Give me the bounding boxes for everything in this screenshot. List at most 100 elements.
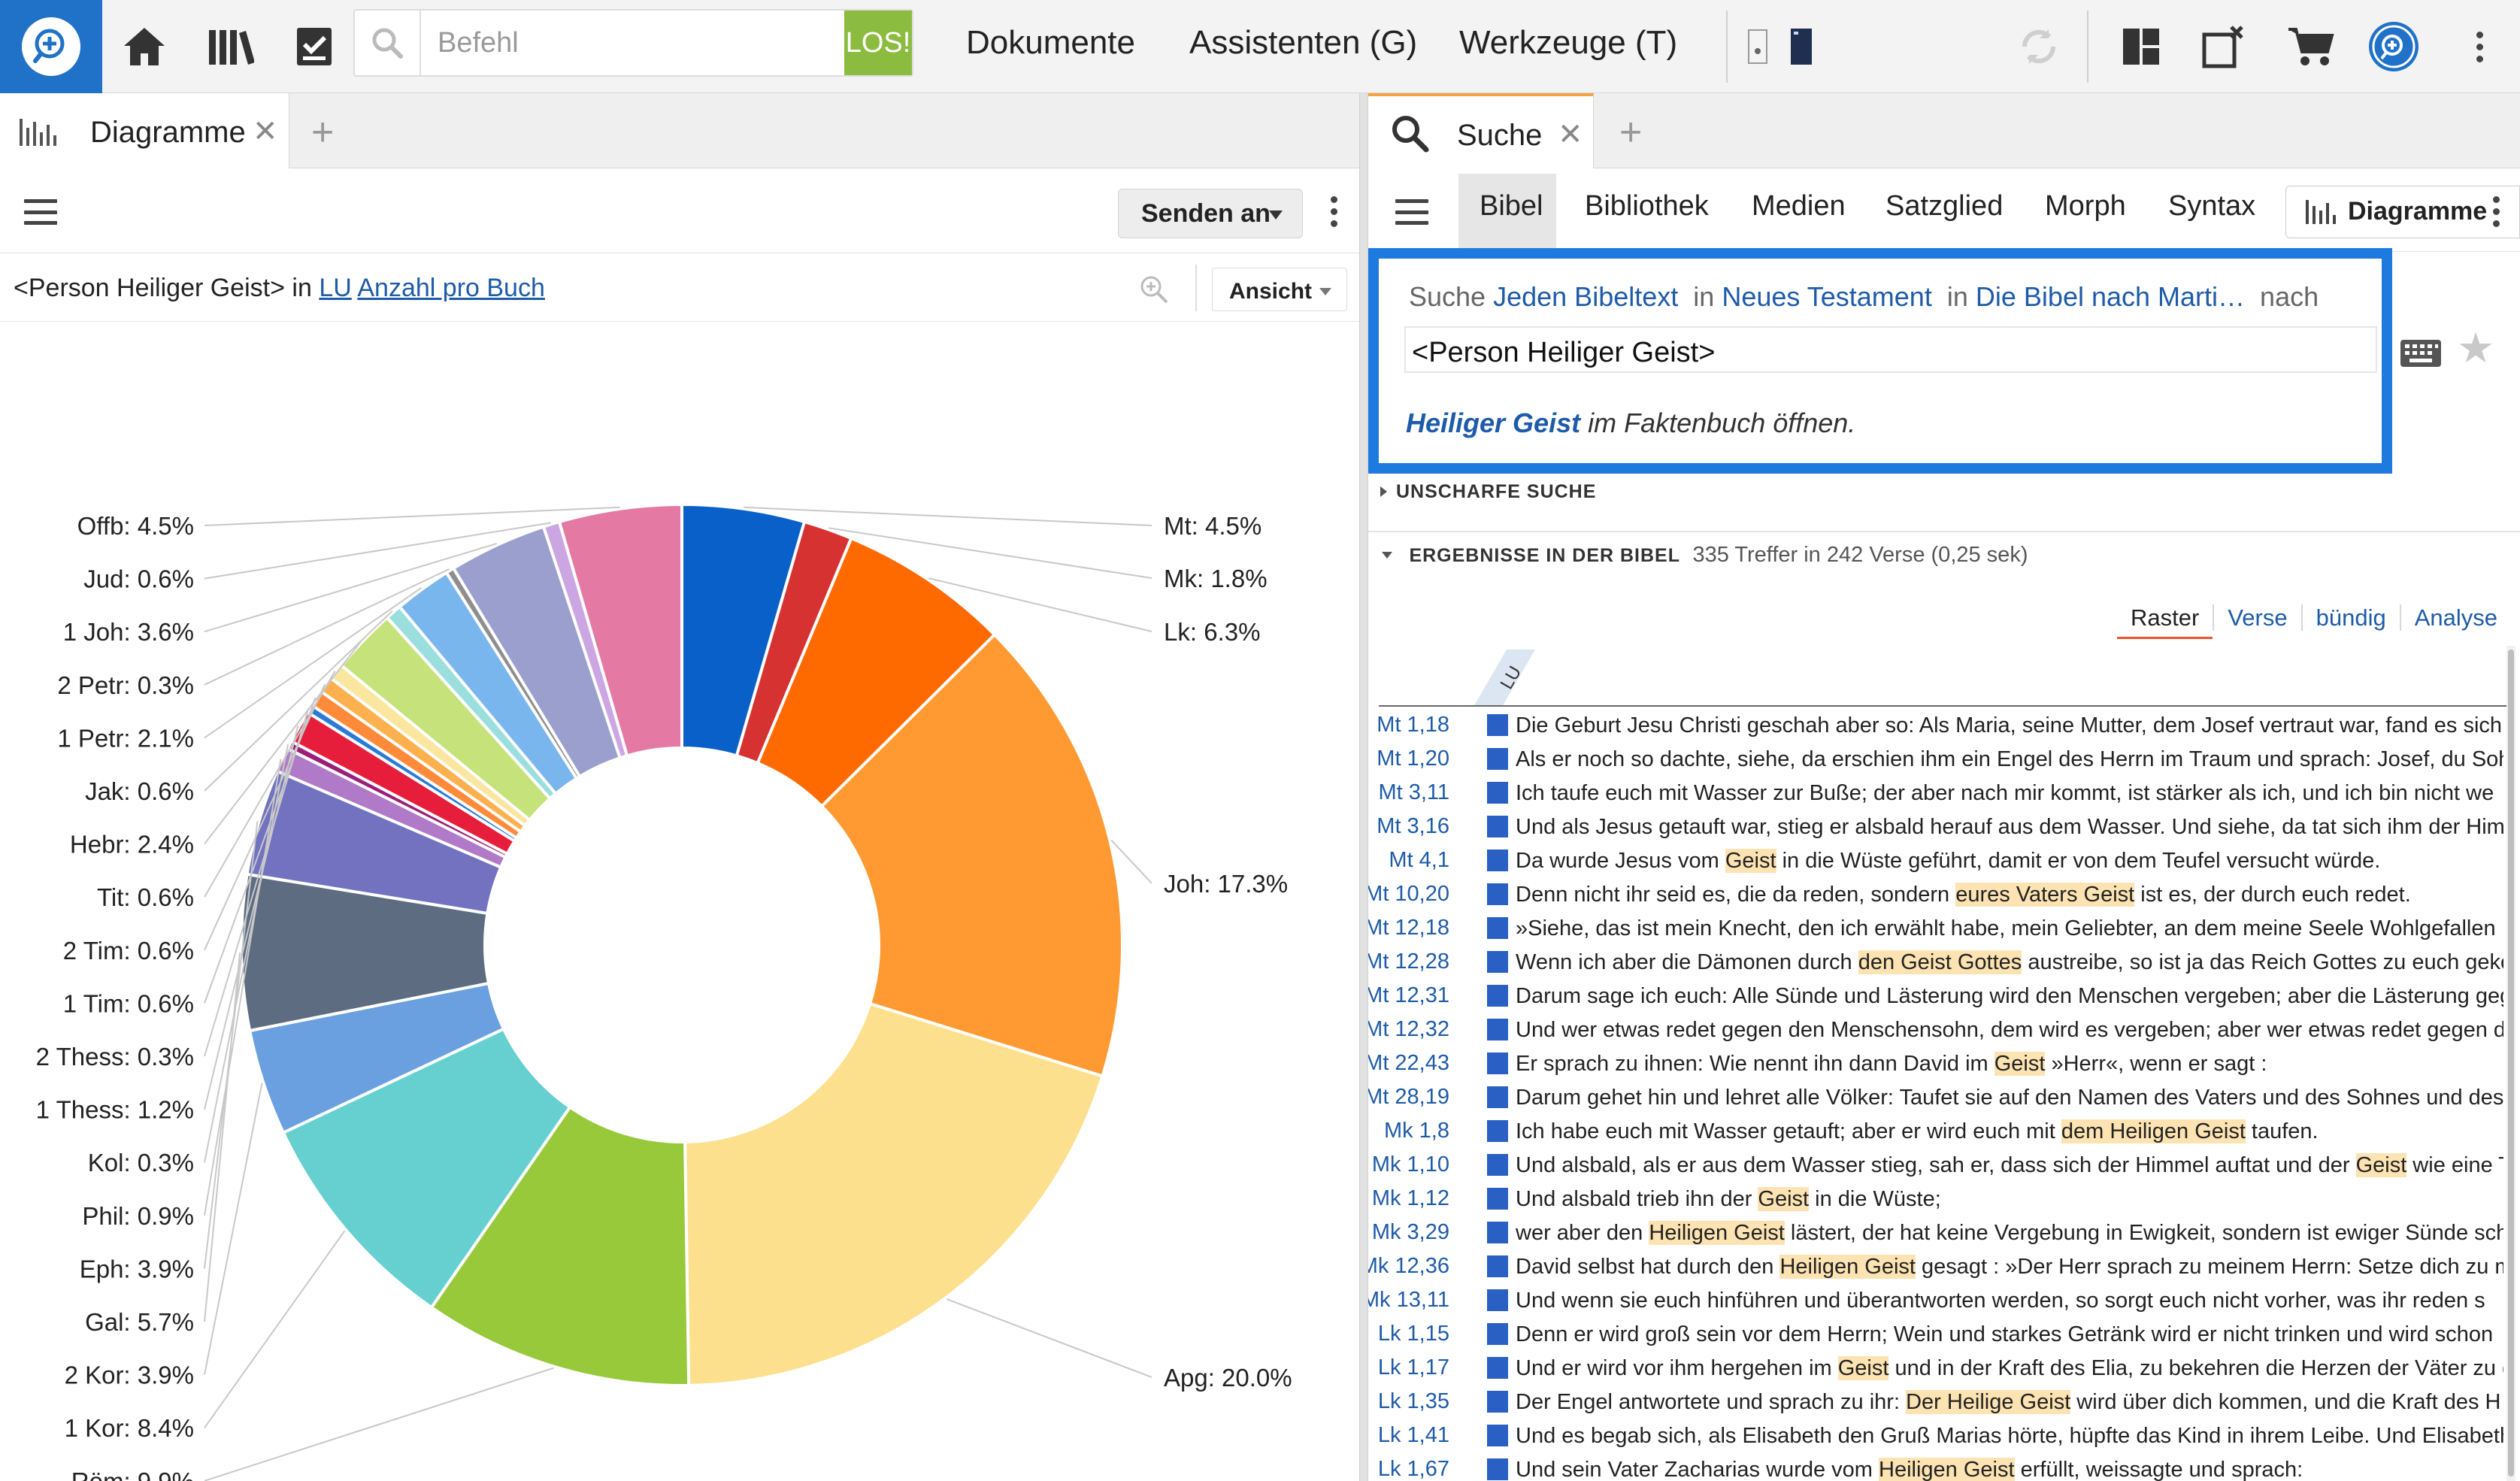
menu-dokumente[interactable]: Dokumente [966, 24, 1136, 61]
view-raster[interactable]: Raster [2117, 604, 2213, 639]
diagram-button[interactable]: Diagramme [2285, 186, 2520, 238]
tab-medien[interactable]: Medien [1752, 190, 1846, 222]
library-icon[interactable] [200, 17, 260, 77]
tab-syntax[interactable]: Syntax [2168, 190, 2256, 222]
verse-ref-link[interactable]: Mk 13,11 [1368, 1288, 1449, 1312]
verse-text[interactable]: Und wer etwas redet gegen den Menschenso… [1516, 1018, 2503, 1042]
result-row[interactable]: Mk 12,36 David selbst hat durch den Heili… [1368, 1249, 2503, 1283]
result-row[interactable]: Mt 1,18 Die Geburt Jesu Christi geschah a… [1368, 708, 2503, 742]
verse-text[interactable]: Darum sage ich euch: Alle Sünde und Läst… [1516, 984, 2503, 1008]
verse-ref-link[interactable]: Mt 12,31 [1368, 983, 1449, 1007]
home-icon[interactable] [114, 17, 174, 77]
pie-slice-röm[interactable] [429, 1104, 691, 1387]
verse-text[interactable]: Wenn ich aber die Dämonen durch den Geis… [1516, 950, 2503, 974]
verse-text[interactable]: Und alsbald, als er aus dem Wasser stieg… [1516, 1153, 2503, 1177]
verse-ref-link[interactable]: Mt 1,20 [1377, 747, 1449, 771]
result-row[interactable]: Mt 22,43 Er sprach zu ihnen: Wie nennt ih… [1368, 1046, 2503, 1080]
search-hit-highlight[interactable]: Heiligen Geist [1879, 1458, 2015, 1481]
close-icon[interactable]: ✕ [1558, 118, 1583, 151]
verse-text[interactable]: »Siehe, das ist mein Knecht, den ich erw… [1516, 916, 2496, 940]
view-analyse[interactable]: Analyse [2399, 604, 2511, 631]
verse-text[interactable]: Darum gehet hin und lehret alle Völker: … [1516, 1086, 2503, 1110]
view-buendig[interactable]: bündig [2300, 604, 2400, 631]
verse-text[interactable]: Und es begab sich, als Elisabeth den Gru… [1516, 1424, 2503, 1448]
search-hit-highlight[interactable]: Geist [1837, 1356, 1889, 1380]
mini-document-icon[interactable] [1743, 17, 1773, 77]
go-button[interactable]: LOS! [844, 11, 912, 75]
result-row[interactable]: Lk 1,41 Und es begab sich, als Elisabeth … [1368, 1419, 2503, 1452]
search-hit-highlight[interactable]: eures Vaters Geist [1955, 883, 2135, 907]
result-row[interactable]: Mt 12,18 »Siehe, das ist mein Knecht, den… [1368, 911, 2503, 945]
search-hit-highlight[interactable]: Geist [1994, 1052, 2046, 1076]
pie-slice-apg[interactable] [683, 1001, 1104, 1387]
result-row[interactable]: Lk 1,17 Und er wird vor ihm hergehen im G… [1368, 1351, 2503, 1385]
verse-text[interactable]: Der Engel antwortete und sprach zu ihr: … [1516, 1390, 2501, 1414]
verse-text[interactable]: Denn nicht ihr seid es, die da reden, so… [1516, 883, 2411, 907]
tab-bibel[interactable]: Bibel [1480, 190, 1543, 222]
verse-ref-link[interactable]: Lk 1,41 [1377, 1423, 1449, 1447]
menu-assistenten[interactable]: Assistenten (G) [1189, 24, 1418, 61]
star-icon[interactable]: ★ [2457, 324, 2495, 371]
result-row[interactable]: Mt 12,28 Wenn ich aber die Dämonen durch … [1368, 945, 2503, 979]
verse-text[interactable]: Ich habe euch mit Wasser getauft; aber e… [1516, 1119, 2319, 1143]
scope-link[interactable]: Jeden Bibeltext [1493, 281, 1679, 312]
verse-ref-link[interactable]: Mk 3,29 [1371, 1220, 1449, 1244]
tab-satzglied[interactable]: Satzglied [1885, 190, 2004, 222]
result-row[interactable]: Mt 12,31 Darum sage ich euch: Alle Sünde … [1368, 979, 2503, 1013]
verse-ref-link[interactable]: Mk 1,8 [1383, 1119, 1449, 1143]
verse-text[interactable]: Und er wird vor ihm hergehen im Geist un… [1516, 1356, 2503, 1380]
result-row[interactable]: Lk 1,35 Der Engel antwortete und sprach z… [1368, 1385, 2503, 1419]
more-menu-icon[interactable] [2449, 17, 2509, 77]
verse-ref-link[interactable]: Mt 22,43 [1368, 1051, 1449, 1075]
results-header[interactable]: ERGEBNISSE IN DER BIBEL 335 Treffer in 2… [1382, 543, 2028, 568]
result-row[interactable]: Mt 4,1 Da wurde Jesus vom Geist in die Wü… [1368, 843, 2503, 877]
result-row[interactable]: Mk 13,11 Und wenn sie euch hinführen und … [1368, 1283, 2503, 1317]
verse-ref-link[interactable]: Lk 1,67 [1377, 1457, 1449, 1481]
verse-text[interactable]: Und als Jesus getauft war, stieg er alsb… [1516, 815, 2503, 839]
search-query-input[interactable]: <Person Heiliger Geist> [1404, 326, 2377, 373]
result-row[interactable]: Mk 1,12 Und alsbald trieb ihn der Geist i… [1368, 1182, 2503, 1216]
verse-ref-link[interactable]: Lk 1,15 [1377, 1322, 1449, 1346]
result-row[interactable]: Lk 1,15 Denn er wird groß sein vor dem He… [1368, 1317, 2503, 1351]
hamburger-menu-icon[interactable] [24, 199, 57, 225]
result-row[interactable]: Mt 3,16 Und als Jesus getauft war, stieg … [1368, 810, 2503, 843]
panel-more-icon[interactable] [2493, 196, 2500, 227]
logos-logo[interactable] [0, 0, 102, 93]
search-hit-highlight[interactable]: dem Heiligen Geist [2061, 1119, 2246, 1143]
verse-ref-link[interactable]: Mk 1,12 [1371, 1186, 1449, 1210]
verse-ref-link[interactable]: Mk 1,10 [1371, 1152, 1449, 1177]
pie-slice-1-kor[interactable] [281, 1026, 572, 1310]
factbook-suggestion[interactable]: Heiliger Geist im Faktenbuch öffnen. [1406, 407, 1855, 439]
mode-link[interactable]: Anzahl pro Buch [357, 274, 545, 302]
verse-text[interactable]: Ich taufe euch mit Wasser zur Buße; der … [1516, 781, 2494, 805]
search-hit-highlight[interactable]: Der Heilige Geist [1906, 1390, 2071, 1414]
verse-ref-link[interactable]: Mt 3,11 [1378, 780, 1449, 804]
tab-suche[interactable]: Suche ✕ [1368, 93, 1594, 168]
verse-ref-link[interactable]: Mt 28,19 [1368, 1085, 1449, 1109]
close-icon[interactable]: ✕ [253, 115, 278, 148]
layout-icon[interactable] [2111, 17, 2171, 77]
verse-ref-link[interactable]: Mt 1,18 [1377, 713, 1449, 737]
command-input[interactable] [438, 24, 813, 62]
range-link[interactable]: Neues Testament [1722, 281, 1932, 312]
checklist-icon[interactable] [284, 17, 344, 77]
add-tab-icon[interactable]: + [311, 111, 335, 154]
search-hit-highlight[interactable]: Geist [1725, 849, 1776, 873]
keyboard-icon[interactable] [2392, 332, 2449, 374]
result-row[interactable]: Mt 1,20 Als er noch so dachte, siehe, da … [1368, 742, 2503, 776]
send-to-button[interactable]: Senden an [1118, 189, 1303, 238]
pie-slice-offb[interactable] [557, 502, 683, 758]
panel-splitter[interactable] [1359, 93, 1368, 1481]
verse-ref-link[interactable]: Mt 12,32 [1368, 1017, 1449, 1041]
sync-icon[interactable] [2009, 17, 2069, 77]
verse-text[interactable]: Er sprach zu ihnen: Wie nennt ihn dann D… [1516, 1052, 2267, 1076]
verse-text[interactable]: wer aber den Heiligen Geist lästert, der… [1516, 1221, 2503, 1245]
tab-bibliothek[interactable]: Bibliothek [1585, 190, 1709, 222]
hamburger-menu-icon[interactable] [1395, 199, 1428, 225]
verse-ref-link[interactable]: Mt 12,18 [1368, 916, 1449, 940]
fuzzy-search-toggle[interactable]: UNSCHARFE SUCHE [1380, 481, 1596, 503]
search-hit-highlight[interactable]: Geist [2355, 1153, 2407, 1177]
zoom-icon[interactable] [1138, 274, 1170, 309]
search-hit-highlight[interactable]: Geist [1758, 1187, 1810, 1211]
result-row[interactable]: Mt 28,19 Darum gehet hin und lehret alle … [1368, 1080, 2503, 1114]
